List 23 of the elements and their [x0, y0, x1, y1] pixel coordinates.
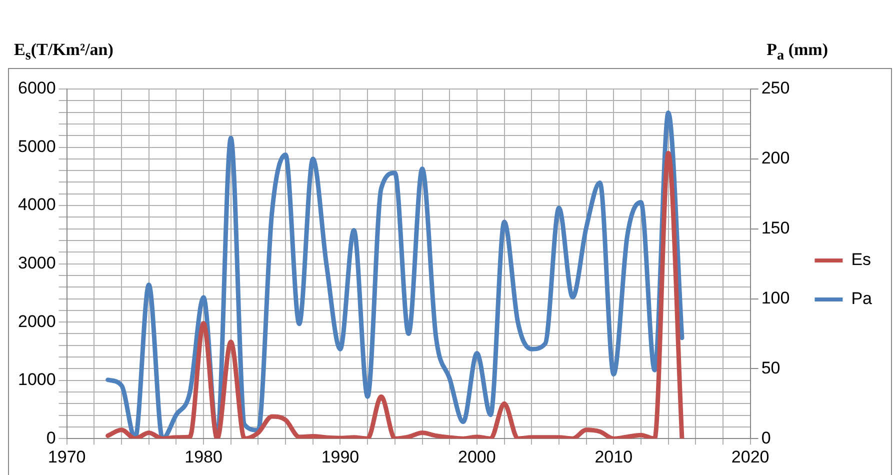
y2-axis-title: P$_{a}$ (mm) [766, 40, 828, 64]
y2-tick-label: 200 [761, 148, 790, 168]
x-tick-label: 1990 [321, 447, 360, 466]
y2-tick-label: 0 [761, 428, 771, 448]
y-tick-label: 6000 [18, 78, 56, 98]
legend-label: Es [851, 250, 872, 270]
y-tick-label: 5000 [18, 136, 56, 156]
y-tick-label: 0 [46, 428, 56, 448]
x-tick-label: 2020 [731, 447, 770, 466]
y-axis-title: E$_{s}$(T/Km²/an) [14, 40, 114, 64]
y-tick-label: 3000 [18, 253, 56, 272]
x-tick-label: 2000 [458, 447, 496, 466]
y-tick-label: 2000 [18, 312, 56, 331]
y2-tick-label: 100 [761, 288, 790, 308]
y-tick-label: 1000 [18, 370, 56, 390]
x-tick-label: 2010 [594, 447, 633, 466]
x-tick-label: 1980 [184, 447, 222, 466]
y2-tick-label: 50 [761, 358, 780, 378]
y2-tick-label: 250 [761, 78, 790, 98]
legend-label: Pa [851, 289, 873, 308]
y-tick-label: 4000 [18, 195, 56, 214]
y2-tick-label: 150 [761, 218, 790, 238]
x-tick-label: 1970 [48, 447, 86, 466]
